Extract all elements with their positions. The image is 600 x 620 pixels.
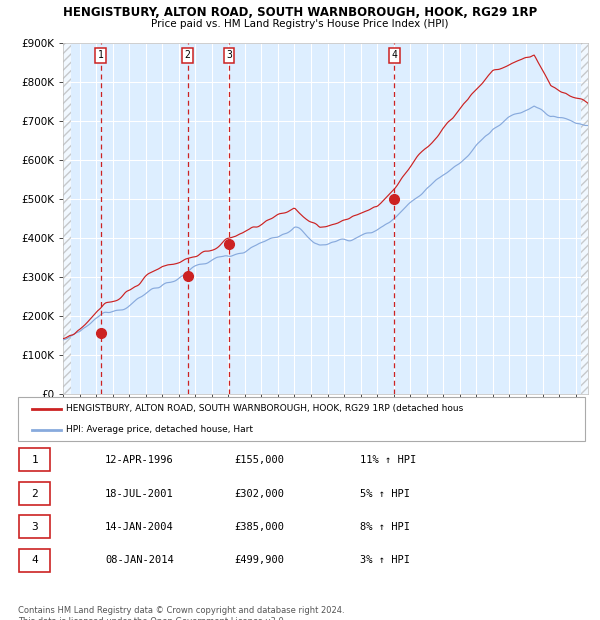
- Text: 3: 3: [226, 50, 232, 60]
- Text: £302,000: £302,000: [234, 489, 284, 498]
- Text: £385,000: £385,000: [234, 522, 284, 532]
- Text: 08-JAN-2014: 08-JAN-2014: [105, 556, 174, 565]
- Text: 5% ↑ HPI: 5% ↑ HPI: [360, 489, 410, 498]
- Bar: [63, 43, 71, 394]
- Text: 1: 1: [98, 50, 104, 60]
- Text: 18-JUL-2001: 18-JUL-2001: [105, 489, 174, 498]
- Text: £499,900: £499,900: [234, 556, 284, 565]
- Text: 3: 3: [31, 522, 38, 532]
- Text: HPI: Average price, detached house, Hart: HPI: Average price, detached house, Hart: [66, 425, 253, 435]
- Text: 12-APR-1996: 12-APR-1996: [105, 455, 174, 465]
- Text: HENGISTBURY, ALTON ROAD, SOUTH WARNBOROUGH, HOOK, RG29 1RP (detached hous: HENGISTBURY, ALTON ROAD, SOUTH WARNBOROU…: [66, 404, 463, 414]
- Text: 14-JAN-2004: 14-JAN-2004: [105, 522, 174, 532]
- Text: 1: 1: [31, 455, 38, 465]
- Text: 2: 2: [185, 50, 191, 60]
- Text: Price paid vs. HM Land Registry's House Price Index (HPI): Price paid vs. HM Land Registry's House …: [151, 19, 449, 29]
- Text: £155,000: £155,000: [234, 455, 284, 465]
- Text: 11% ↑ HPI: 11% ↑ HPI: [360, 455, 416, 465]
- Text: 2: 2: [31, 489, 38, 498]
- Text: HENGISTBURY, ALTON ROAD, SOUTH WARNBOROUGH, HOOK, RG29 1RP: HENGISTBURY, ALTON ROAD, SOUTH WARNBOROU…: [63, 6, 537, 19]
- FancyBboxPatch shape: [18, 397, 585, 441]
- Text: 8% ↑ HPI: 8% ↑ HPI: [360, 522, 410, 532]
- Bar: [581, 43, 588, 394]
- Text: 4: 4: [31, 556, 38, 565]
- Text: 3% ↑ HPI: 3% ↑ HPI: [360, 556, 410, 565]
- Text: 4: 4: [391, 50, 397, 60]
- Text: Contains HM Land Registry data © Crown copyright and database right 2024.
This d: Contains HM Land Registry data © Crown c…: [18, 606, 344, 620]
